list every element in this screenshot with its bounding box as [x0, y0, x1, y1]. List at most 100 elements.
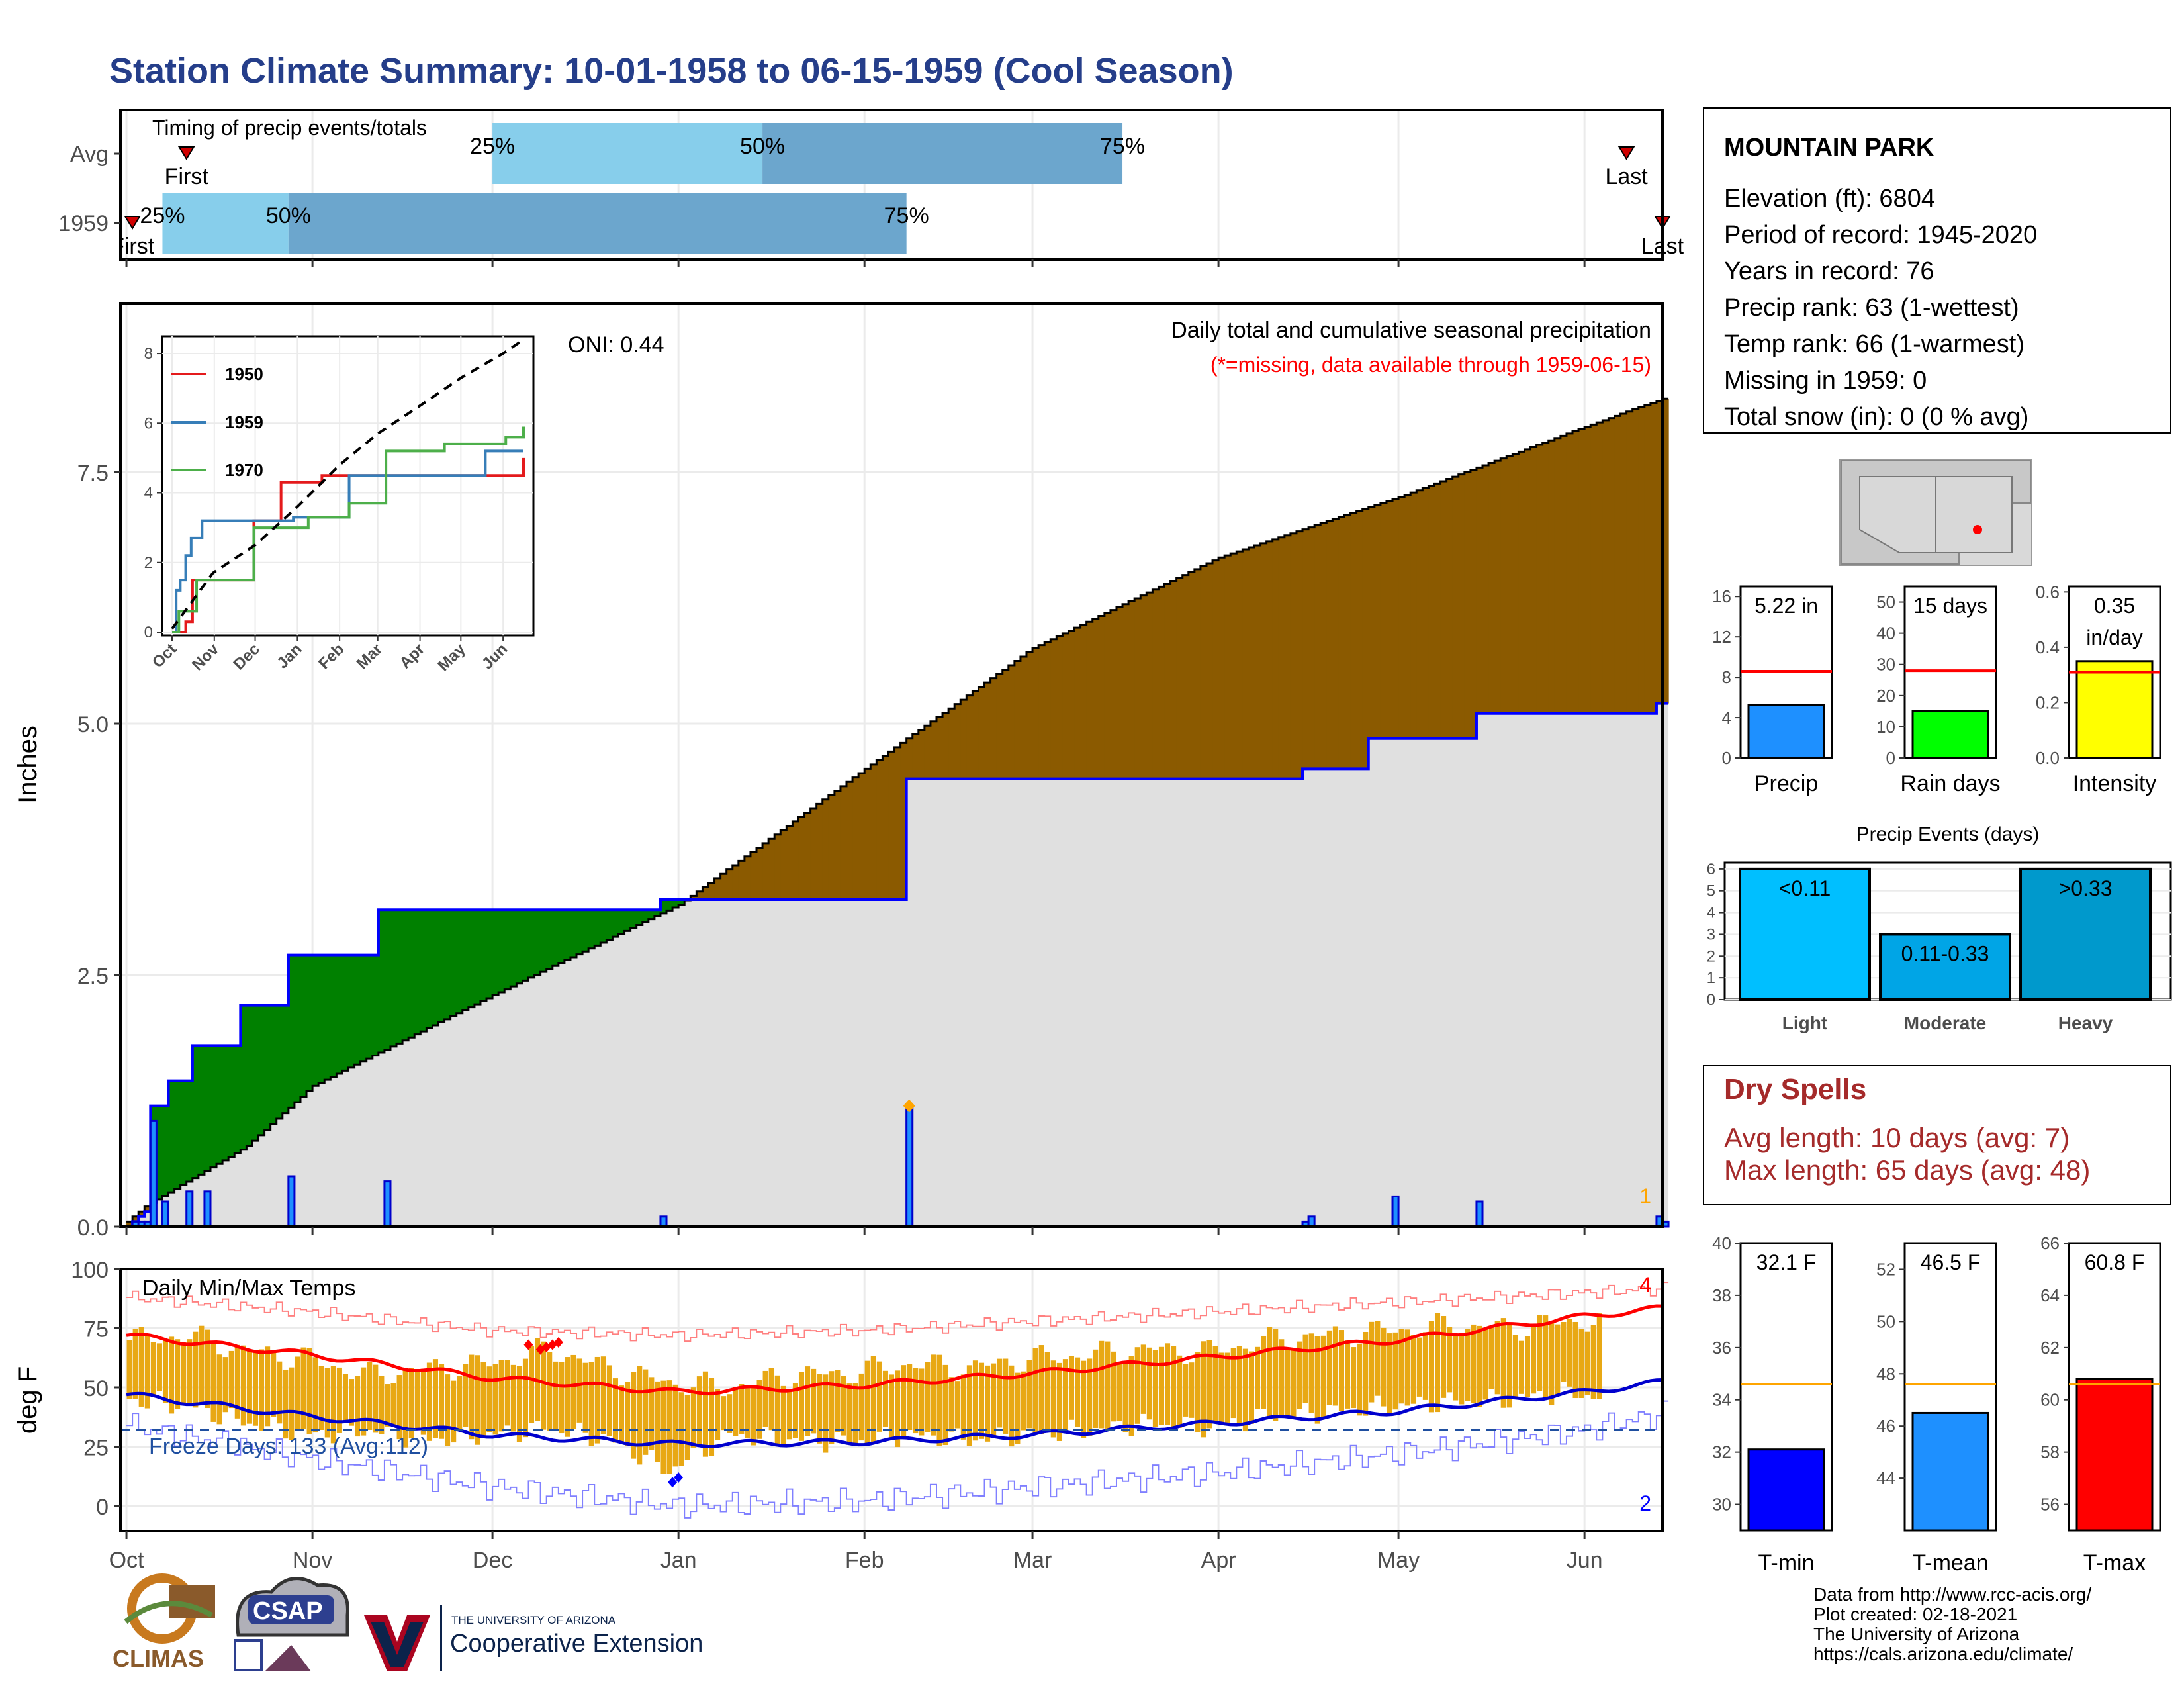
daily-temp-bar: [480, 1362, 486, 1437]
deviation-area: [450, 910, 457, 1017]
daily-temp-bar: [216, 1354, 222, 1425]
daily-temp-bar: [925, 1362, 931, 1432]
deviation-area: [942, 712, 949, 779]
temps-xtick-label: Oct: [109, 1548, 144, 1573]
daily-temp-bar: [1128, 1356, 1134, 1436]
deviation-area: [1140, 595, 1147, 779]
deviation-area: [1272, 539, 1279, 779]
station-line: Years in record: 76: [1724, 258, 1934, 285]
deviation-area: [666, 900, 673, 911]
daily-precip-bar: [287, 1175, 296, 1228]
daily-temp-bar: [1075, 1357, 1081, 1427]
daily-temp-bar: [210, 1342, 216, 1422]
daily-temp-bar: [672, 1384, 678, 1467]
daily-temp-bar: [888, 1374, 895, 1439]
deviation-area: [1302, 529, 1309, 769]
deviation-area: [276, 1005, 283, 1119]
precip-events-panel: 0 1 2 3 4 5 6 <0.11 Light 0.11-0.33 Moderate >0.33 H…: [1707, 823, 2172, 1033]
deviation-area: [1464, 472, 1471, 739]
daily-temp-bar: [162, 1339, 169, 1403]
deviation-area: [1266, 541, 1273, 779]
temps-xtick-label: Jun: [1567, 1548, 1603, 1573]
deviation-area: [1362, 509, 1369, 769]
deviation-area: [366, 955, 373, 1059]
deviation-area: [546, 910, 553, 969]
daily-temp-bar: [966, 1365, 972, 1446]
daily-temp-bar: [1081, 1360, 1087, 1438]
csap-logo: CSAP: [234, 1577, 349, 1671]
deviation-area: [210, 1045, 217, 1168]
daily-temp-bar: [594, 1356, 600, 1444]
daily-temp-bar: [277, 1361, 283, 1424]
daily-temp-bar: [1248, 1351, 1255, 1424]
deviation-area: [156, 1105, 163, 1199]
deviation-area: [402, 910, 409, 1041]
summary-ytick-label: 66: [2040, 1233, 2060, 1253]
deviation-area: [798, 817, 805, 900]
deviation-area: [1392, 499, 1399, 739]
station-info-box: MOUNTAIN PARK Elevation (ft): 6804 Perio…: [1703, 107, 2171, 434]
temps-xtick-label: Feb: [845, 1548, 884, 1573]
deviation-area: [528, 910, 535, 978]
daily-temp-bar: [1531, 1323, 1537, 1394]
event-category-label: Heavy: [2058, 1013, 2113, 1033]
deviation-area: [1104, 613, 1111, 779]
deviation-area: [396, 910, 403, 1044]
daily-temp-bar: [1116, 1362, 1122, 1421]
deviation-area: [1146, 592, 1153, 779]
deviation-area: [1284, 535, 1291, 779]
daily-temp-bar: [1230, 1348, 1236, 1419]
daily-temp-bar: [1302, 1334, 1308, 1403]
deviation-area: [1194, 569, 1201, 779]
deviation-area: [918, 729, 925, 779]
daily-temp-bar: [486, 1366, 492, 1432]
deviation-area: [1542, 442, 1549, 714]
daily-temp-bar: [1512, 1335, 1518, 1397]
deviation-area: [1086, 622, 1093, 779]
deviation-area: [222, 1045, 229, 1160]
deviation-area: [858, 773, 865, 900]
daily-precip-bar: [1307, 1215, 1316, 1228]
daily-temp-bar: [390, 1383, 396, 1426]
daily-temp-bar: [259, 1349, 265, 1431]
temps-ytick-label: 25: [83, 1436, 109, 1461]
deviation-area: [708, 882, 715, 900]
timing-label-75: 75%: [884, 203, 929, 228]
deviation-area: [1326, 521, 1333, 769]
daily-temp-bar: [727, 1394, 733, 1433]
daily-temp-bar: [1314, 1336, 1320, 1424]
summary-bar: [2075, 1378, 2154, 1532]
deviation-area: [552, 910, 559, 966]
deviation-area: [312, 955, 319, 1086]
daily-temp-bar: [1111, 1351, 1116, 1422]
summary-ytick-label: 0.4: [2036, 637, 2060, 657]
temps-ylabel: deg F: [13, 1366, 42, 1434]
daily-temp-bar: [469, 1354, 475, 1440]
daily-temp-bar: [1152, 1350, 1158, 1427]
daily-temp-bar: [895, 1370, 901, 1448]
deviation-area: [1056, 636, 1063, 779]
deviation-area: [1068, 630, 1075, 779]
summary-ytick-label: 30: [1876, 655, 1895, 675]
daily-temp-bar: [1087, 1358, 1093, 1436]
daily-temp-bar: [1291, 1349, 1297, 1418]
deviation-area: [1404, 494, 1411, 739]
summary-ytick-label: 10: [1876, 717, 1895, 737]
footer-line: The University of Arizona: [1813, 1624, 2020, 1644]
daily-temp-bar: [1255, 1346, 1261, 1409]
timing-bar-25-50: [492, 123, 763, 184]
daily-temp-bar: [361, 1367, 367, 1436]
deviation-area: [204, 1045, 211, 1171]
daily-temp-bar: [295, 1356, 300, 1430]
daily-temp-bar: [289, 1367, 295, 1440]
inset-ytick-label: 4: [144, 485, 153, 502]
deviation-area: [408, 910, 415, 1038]
deviation-area: [1620, 414, 1627, 714]
deviation-area: [1278, 537, 1285, 779]
daily-temp-bar: [942, 1364, 948, 1446]
daily-temp-bar: [805, 1366, 811, 1436]
inset-ytick-label: 8: [144, 345, 153, 363]
deviation-area: [1602, 420, 1610, 714]
deviation-area: [1230, 553, 1237, 779]
deviation-area: [636, 910, 643, 925]
